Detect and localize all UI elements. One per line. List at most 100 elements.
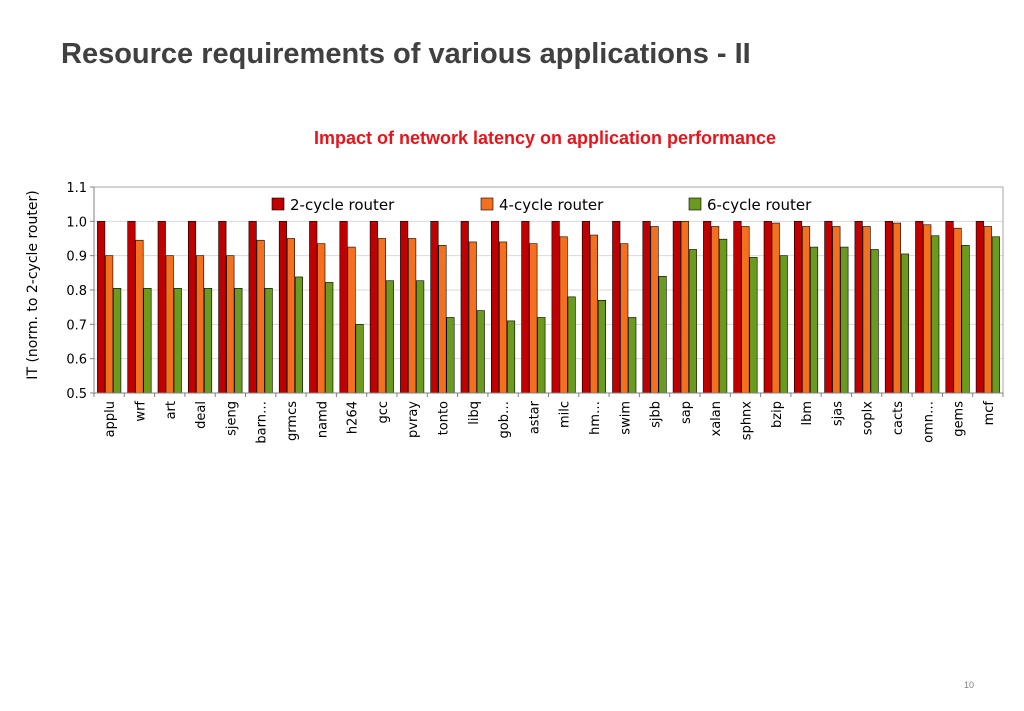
x-tick-label: bzip (770, 401, 785, 428)
bar (264, 287, 273, 394)
x-tick-label: namd (315, 401, 330, 438)
x-tick-label: gems (952, 401, 967, 437)
bar (317, 243, 326, 394)
bar (430, 221, 439, 394)
legend: 2-cycle router 4-cycle router 6-cycle rout… (271, 196, 812, 214)
y-tick-label: 1.1 (66, 181, 87, 196)
bar (983, 226, 992, 394)
x-tick-label: xalan (709, 401, 724, 436)
bar (672, 221, 681, 394)
bar (460, 221, 469, 394)
x-tick-label: omn… (921, 401, 936, 443)
y-tick-label: 1.0 (66, 215, 87, 230)
legend-label: 6-cycle router (707, 196, 812, 214)
x-tick-label: deal (194, 401, 209, 429)
bar (173, 287, 182, 394)
bar (408, 238, 417, 394)
x-tick-label: sjas (830, 401, 845, 426)
bar (204, 287, 213, 394)
bar (339, 221, 348, 394)
bar (476, 310, 485, 394)
bar (498, 241, 508, 394)
bar (892, 222, 902, 394)
bar (840, 246, 849, 394)
bar (809, 246, 819, 394)
bar (438, 245, 447, 394)
bar (278, 221, 288, 394)
bar (294, 276, 304, 394)
bar (991, 236, 1000, 394)
bar (218, 221, 227, 394)
bar (642, 221, 651, 394)
legend-swatch (271, 197, 285, 211)
x-tick-label: sphnx (739, 401, 754, 441)
slide-title: Resource requirements of various applica… (61, 38, 751, 70)
bar (157, 221, 166, 394)
x-tick-label: cacts (891, 401, 906, 435)
x-tick-label: libq (467, 401, 482, 425)
bar (355, 324, 364, 394)
bar-layer (97, 221, 1000, 394)
bar (400, 221, 409, 394)
bar (719, 238, 728, 394)
bar (658, 275, 667, 394)
x-tick-label: applu (103, 401, 118, 437)
y-tick-label: 0.5 (66, 387, 87, 402)
bar (589, 234, 599, 394)
bar (165, 255, 174, 394)
x-tick-label: sjeng (224, 401, 239, 436)
bar (369, 221, 378, 394)
bar (286, 238, 296, 394)
bar (915, 221, 924, 394)
bar (188, 221, 197, 394)
bar (733, 221, 742, 394)
y-tick-label: 0.8 (66, 284, 87, 299)
bar (446, 317, 455, 394)
x-tick-label: milc (558, 401, 573, 428)
y-tick-label: 0.9 (66, 250, 87, 265)
bar (801, 226, 811, 394)
page-number: 10 (964, 680, 975, 690)
bar (854, 221, 863, 394)
bar (832, 226, 841, 394)
legend-swatch (480, 197, 494, 211)
bar (468, 241, 477, 394)
bar (884, 221, 894, 394)
bar (763, 221, 772, 394)
bar (862, 226, 871, 394)
bar (309, 221, 318, 394)
bar (347, 246, 356, 394)
bar (581, 221, 591, 394)
x-tick-label: art (164, 401, 179, 419)
bar (127, 221, 136, 394)
bar (97, 221, 106, 394)
x-tick-label: gcc (376, 401, 391, 424)
y-axis-label: IT (norm. to 2-cycle router) (25, 190, 41, 379)
bar (975, 221, 984, 394)
bar (931, 235, 940, 394)
bar (597, 299, 607, 394)
x-tick-label: soplx (861, 401, 876, 436)
bar (953, 227, 962, 394)
bar (196, 255, 205, 394)
x-tick-label: pvray (406, 401, 421, 438)
bar (490, 221, 500, 394)
chart-title: Impact of network latency on application… (313, 128, 777, 148)
x-tick-label: wrf (133, 401, 148, 422)
bar (416, 280, 425, 394)
bar (771, 222, 780, 394)
bar (779, 255, 788, 394)
bar (900, 253, 910, 394)
bar (521, 221, 530, 394)
bar (143, 287, 152, 394)
bar (506, 320, 516, 394)
bar (620, 243, 629, 394)
axis-layer: 0.5 0.6 0.7 0.8 0.9 1.0 1.1 applu wrf art deal sjen… (66, 181, 1004, 444)
y-tick-label: 0.6 (66, 353, 87, 368)
x-tick-label: sap (679, 401, 694, 424)
legend-label: 2-cycle router (290, 196, 395, 214)
bar (551, 221, 560, 394)
bar (711, 226, 720, 394)
bar (113, 287, 122, 394)
